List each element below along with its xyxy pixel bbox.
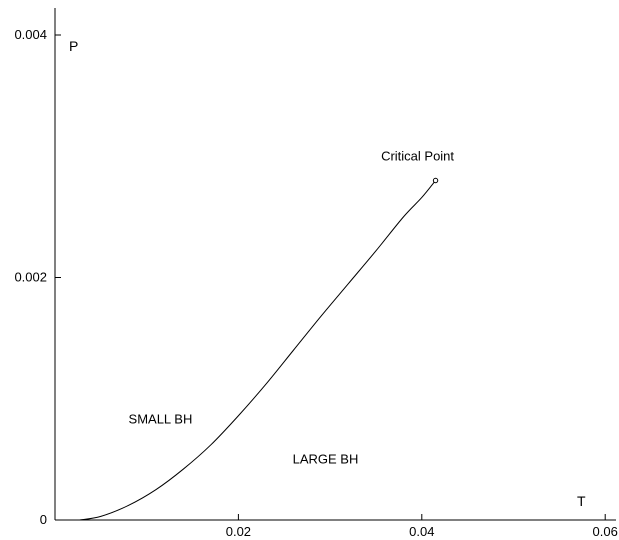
y-axis-label: P (69, 38, 78, 54)
y-tick-label: 0 (40, 512, 47, 527)
critical-point-label: Critical Point (381, 149, 454, 164)
coexistence-curve (79, 180, 436, 521)
x-tick-label: 0.02 (226, 524, 251, 539)
ticks: 0.02 0.04 0.06 0 0.002 0.004 (14, 27, 617, 539)
small-bh-label: SMALL BH (129, 411, 193, 426)
annotations: Critical Point SMALL BH LARGE BH (129, 149, 455, 467)
x-axis-label: T (577, 493, 586, 509)
large-bh-label: LARGE BH (293, 451, 359, 466)
x-tick-label: 0.04 (409, 524, 434, 539)
critical-point-marker (432, 177, 439, 184)
x-tick-label: 0.06 (593, 524, 618, 539)
y-tick-label: 0.002 (14, 270, 47, 285)
series-group (79, 180, 436, 521)
axes: PT (54, 8, 616, 521)
y-tick-label: 0.004 (14, 27, 47, 42)
